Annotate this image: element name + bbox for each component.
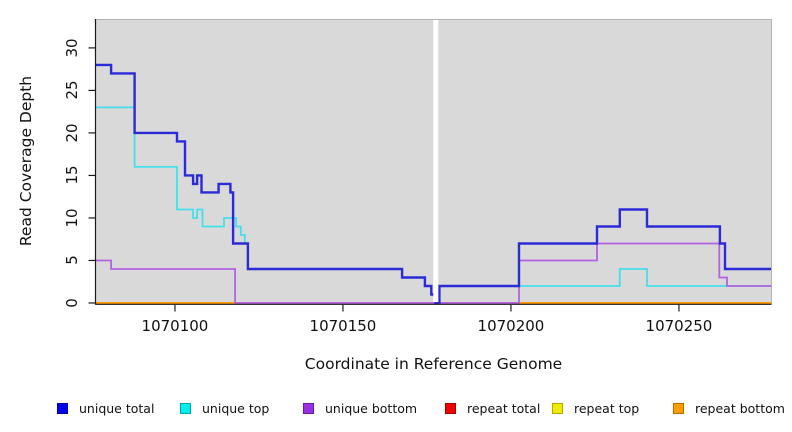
series-unique-bottom [96, 242, 771, 304]
y-tick-label: 30 [63, 38, 81, 58]
x-tick-label: 1070150 [309, 317, 377, 335]
y-tick-label: 20 [63, 123, 81, 143]
x-axis-title: Coordinate in Reference Genome [304, 355, 563, 373]
y-tick-label: 15 [63, 165, 81, 185]
y-tick-label: 25 [63, 80, 81, 100]
y-tick-label: 5 [63, 255, 81, 266]
series-unique-total [96, 63, 771, 304]
x-tick-label: 1070100 [141, 317, 209, 335]
x-tick-label: 1070250 [645, 317, 713, 335]
no-data-gap [433, 20, 439, 302]
y-axis-title: Read Coverage Depth [17, 75, 35, 247]
y-tick-label: 10 [63, 208, 81, 228]
plot-box-border [95, 19, 772, 304]
x-tick-label: 1070200 [477, 317, 545, 335]
y-tick-label: 0 [63, 298, 81, 308]
